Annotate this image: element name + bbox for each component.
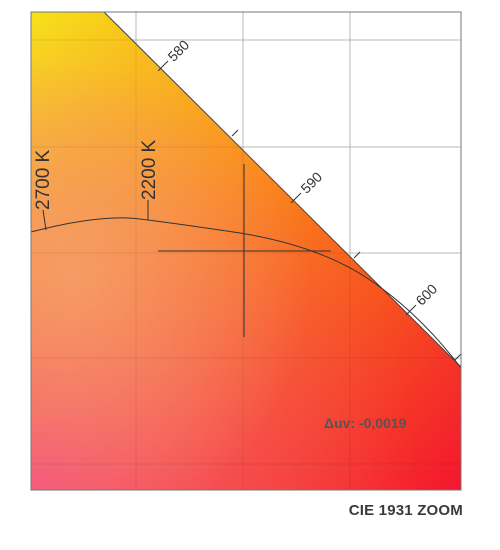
measurement-crosshair: [158, 164, 331, 337]
tick-590: [290, 192, 302, 204]
locus-minor-tick-2: [353, 251, 361, 259]
cct-label-2200: 2200 K: [139, 139, 160, 200]
wavelength-ticks: [231, 129, 462, 361]
tick-600: [405, 304, 417, 316]
tick-580: [157, 60, 169, 72]
locus-minor-tick-1: [231, 129, 239, 137]
cct-label-2700: 2700 K: [33, 149, 54, 210]
spectral-locus: [103, 11, 462, 368]
chart-caption: CIE 1931 ZOOM: [348, 502, 463, 519]
delta-uv-label: Δuv: -0,0019: [324, 415, 407, 431]
cct-ticks: 2700 K 2200 K: [33, 139, 160, 231]
planckian-locus: [30, 217, 462, 369]
locus-minor-tick-3: [454, 353, 462, 361]
plot-frame: [30, 11, 462, 491]
cct-tick-2700: [42, 209, 47, 231]
